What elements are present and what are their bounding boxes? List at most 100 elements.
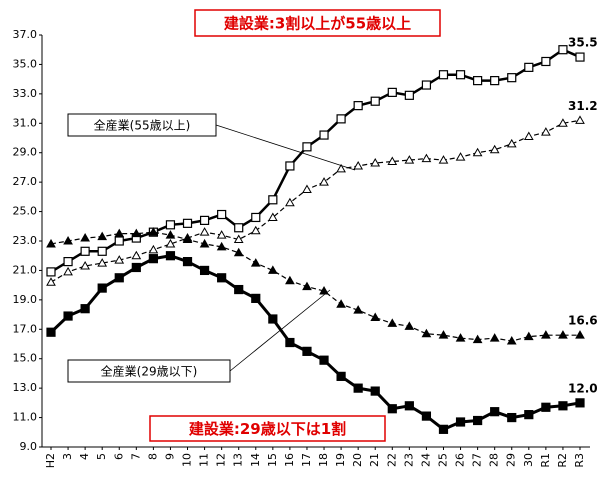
marker (489, 144, 500, 154)
marker (165, 251, 176, 261)
marker (523, 331, 534, 341)
marker (148, 254, 158, 264)
series-line (49, 254, 581, 432)
marker (63, 257, 73, 267)
marker (575, 330, 585, 339)
marker (114, 273, 124, 283)
x-tick-label: R1 (539, 453, 552, 468)
x-tick-label: 23 (402, 453, 415, 467)
marker (353, 383, 363, 393)
annotation: 建設業:3割以上が55歳以上 (224, 15, 411, 33)
marker (490, 407, 500, 417)
marker (387, 87, 397, 97)
marker (404, 155, 415, 164)
marker (165, 220, 176, 230)
marker (336, 114, 346, 124)
marker (285, 337, 295, 348)
marker (80, 261, 90, 270)
marker (421, 80, 432, 90)
marker (575, 52, 585, 62)
marker (438, 424, 449, 434)
marker (302, 346, 312, 356)
marker (575, 398, 585, 408)
y-tick-label: 21.0 (13, 263, 38, 276)
x-tick-label: 18 (317, 453, 330, 467)
x-tick-label: 24 (419, 453, 432, 467)
x-tick-label: 16 (283, 453, 296, 467)
marker (234, 284, 244, 295)
annotation: 建設業:29歳以下は1割 (189, 420, 346, 438)
x-tick-label: 28 (488, 453, 501, 467)
marker (199, 265, 210, 276)
marker (489, 333, 500, 342)
marker (524, 410, 534, 420)
marker (541, 127, 551, 136)
marker (182, 234, 193, 244)
marker (267, 212, 278, 221)
marker (404, 321, 415, 330)
marker (421, 328, 432, 338)
marker (472, 334, 483, 344)
marker (473, 415, 483, 426)
series-line (50, 231, 580, 342)
marker (575, 115, 585, 124)
y-tick-label: 35.0 (13, 57, 38, 70)
marker (250, 258, 261, 267)
marker (46, 267, 56, 277)
marker (404, 90, 414, 100)
marker (216, 230, 227, 239)
x-tick-label: 30 (522, 453, 535, 467)
marker (302, 184, 312, 193)
y-tick-label: 37.0 (13, 28, 38, 41)
x-tick-label: 27 (471, 453, 484, 467)
marker (148, 227, 159, 236)
marker (506, 336, 517, 345)
marker (199, 215, 210, 225)
marker (507, 73, 517, 83)
marker (490, 76, 500, 86)
marker (217, 209, 227, 220)
marker (199, 227, 210, 236)
marker (455, 417, 466, 427)
marker (114, 228, 125, 238)
y-tick-label: 15.0 (13, 352, 38, 365)
marker (302, 281, 312, 291)
marker (421, 411, 432, 421)
marker (558, 401, 568, 411)
annotation-box (194, 9, 441, 37)
x-tick-label: H2 (44, 453, 57, 468)
marker (523, 131, 534, 141)
annotation-box (149, 415, 386, 442)
marker (387, 404, 397, 414)
marker (199, 238, 210, 248)
marker (336, 371, 346, 381)
marker (46, 277, 56, 286)
marker (80, 304, 90, 314)
y-tick-label: 19.0 (13, 293, 38, 306)
marker (319, 286, 329, 295)
marker (267, 265, 278, 274)
marker (558, 45, 568, 55)
legend-label: 全産業(55歳以上) (94, 118, 191, 133)
legend-box (67, 113, 217, 137)
marker (148, 244, 159, 254)
marker (131, 250, 142, 260)
marker (455, 70, 466, 80)
marker (507, 412, 517, 423)
marker (455, 333, 466, 342)
x-tick-label: 13 (232, 453, 245, 467)
value-label: 16.6 (568, 314, 598, 328)
series-line (50, 48, 581, 273)
x-tick-label: 22 (385, 453, 398, 467)
marker (387, 318, 398, 327)
marker (233, 234, 244, 244)
marker (97, 258, 108, 267)
marker (472, 147, 483, 157)
marker (541, 56, 551, 67)
x-tick-label: 12 (215, 453, 228, 467)
value-label: 35.5 (568, 36, 598, 50)
marker (455, 152, 466, 161)
x-tick-label: 8 (146, 453, 159, 460)
marker (97, 246, 107, 256)
marker (404, 401, 414, 411)
